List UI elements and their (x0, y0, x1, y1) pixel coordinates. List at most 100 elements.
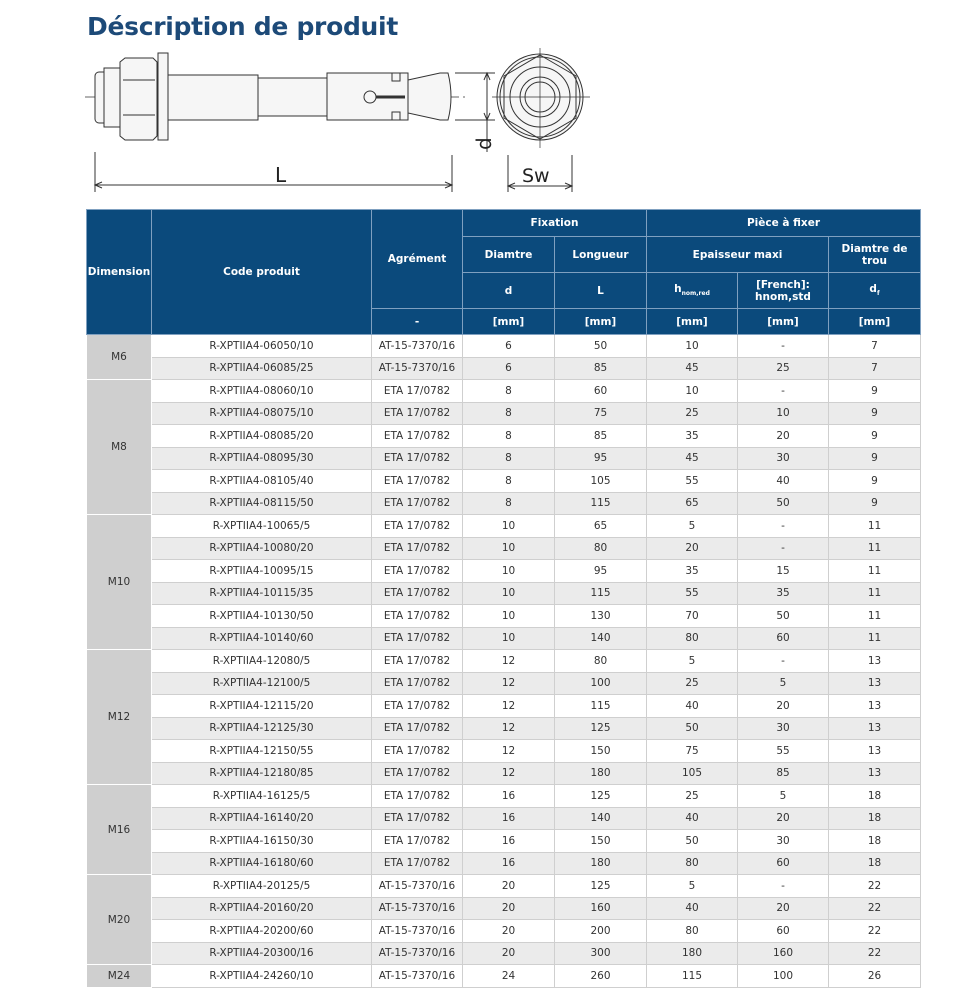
diametre-trou-cell: 11 (828, 581, 921, 605)
dimension-cell: M20 (86, 874, 152, 965)
code-cell: R-XPTIIA4-10095/15 (151, 559, 372, 583)
diametre-trou-cell: 18 (828, 851, 921, 875)
h-nom-std-cell: 60 (737, 919, 829, 943)
dimension-cell: M12 (86, 649, 152, 785)
diametre-cell: 16 (462, 784, 555, 808)
diametre-trou-cell: 9 (828, 424, 921, 448)
longueur-cell: 300 (554, 941, 647, 965)
unit-mm: [mm] (462, 308, 555, 335)
table-row: M24 R-XPTIIA4-24260/10 AT-15-7370/16 24 260 1… (86, 964, 921, 988)
longueur-cell: 105 (554, 469, 647, 493)
longueur-cell: 85 (554, 356, 647, 380)
code-cell: R-XPTIIA4-16140/20 (151, 806, 372, 830)
agrement-cell: ETA 17/0782 (371, 694, 463, 718)
code-cell: R-XPTIIA4-08115/50 (151, 491, 372, 515)
longueur-cell: 100 (554, 671, 647, 695)
longueur-cell: 130 (554, 604, 647, 628)
diametre-trou-cell: 9 (828, 379, 921, 403)
h-nom-red-cell: 50 (646, 829, 738, 853)
diametre-cell: 8 (462, 446, 555, 470)
diametre-trou-cell: 22 (828, 941, 921, 965)
h-nom-std-cell: 160 (737, 941, 829, 965)
h-nom-std-cell: - (737, 514, 829, 538)
h-nom-std-cell: - (737, 334, 829, 358)
diametre-cell: 12 (462, 716, 555, 740)
diametre-cell: 20 (462, 919, 555, 943)
diametre-trou-cell: 13 (828, 739, 921, 763)
h-nom-red-cell: 35 (646, 559, 738, 583)
h-symbol: h (674, 283, 682, 296)
table-row: R-XPTIIA4-12180/85 ETA 17/0782 12 180 105 85 1… (87, 761, 921, 785)
table-row: R-XPTIIA4-12115/20 ETA 17/0782 12 115 40 20 13 (87, 694, 921, 718)
diametre-trou-cell: 7 (828, 334, 921, 358)
agrement-cell: ETA 17/0782 (371, 716, 463, 740)
code-cell: R-XPTIIA4-08075/10 (151, 401, 372, 425)
diametre-cell: 12 (462, 694, 555, 718)
header-d: d (462, 272, 555, 309)
table-row: R-XPTIIA4-06085/25 AT-15-7370/16 6 85 45 25 7 (87, 356, 921, 380)
longueur-cell: 80 (554, 536, 647, 560)
table-body: M6 R-XPTIIA4-06050/10 AT-15-7370/16 6 50 10-7… (86, 334, 921, 988)
h-nom-red-cell: 115 (646, 964, 738, 988)
diametre-trou-cell: 11 (828, 514, 921, 538)
table-row: R-XPTIIA4-12100/5 ETA 17/0782 12 100 25 5 13 (87, 671, 921, 695)
h-nom-red-cell: 75 (646, 739, 738, 763)
h-nom-red-cell: 80 (646, 851, 738, 875)
h-nom-red-cell: 40 (646, 896, 738, 920)
code-cell: R-XPTIIA4-12125/30 (151, 716, 372, 740)
diametre-trou-cell: 11 (828, 626, 921, 650)
h-nom-std-cell: 25 (737, 356, 829, 380)
h-nom-std-cell: 20 (737, 694, 829, 718)
table-row: M16 R-XPTIIA4-16125/5 ETA 17/0782 16 125 25 5 1… (86, 784, 921, 875)
longueur-cell: 200 (554, 919, 647, 943)
agrement-cell: ETA 17/0782 (371, 424, 463, 448)
unit-mm: [mm] (737, 308, 829, 335)
h-subscript: nom,red (681, 290, 710, 298)
longueur-cell: 115 (554, 491, 647, 515)
h-nom-std-cell: 30 (737, 446, 829, 470)
diametre-trou-cell: 9 (828, 491, 921, 515)
code-cell: R-XPTIIA4-10080/20 (151, 536, 372, 560)
table-row: R-XPTIIA4-10140/60 ETA 17/0782 10 140 80 60 11 (87, 626, 921, 650)
header-h-nom-std: [French]: hnom,std (737, 272, 829, 309)
unit-mm: [mm] (828, 308, 921, 335)
diametre-cell: 6 (462, 356, 555, 380)
agrement-cell: ETA 17/0782 (371, 491, 463, 515)
unit-mm: [mm] (646, 308, 738, 335)
table-row: R-XPTIIA4-16180/60 ETA 17/0782 16 180 80 60 18 (87, 851, 921, 875)
agrement-cell: ETA 17/0782 (371, 739, 463, 763)
code-cell: R-XPTIIA4-12080/5 (151, 649, 372, 673)
longueur-cell: 75 (554, 401, 647, 425)
diametre-cell: 16 (462, 806, 555, 830)
header-diametre-trou: Diamtre de trou (828, 236, 921, 273)
agrement-cell: ETA 17/0782 (371, 829, 463, 853)
header-L: L (554, 272, 647, 309)
h-nom-std-cell: - (737, 874, 829, 898)
h-nom-red-cell: 40 (646, 694, 738, 718)
diametre-cell: 20 (462, 941, 555, 965)
code-cell: R-XPTIIA4-06085/25 (151, 356, 372, 380)
diametre-cell: 8 (462, 401, 555, 425)
diametre-cell: 10 (462, 604, 555, 628)
diametre-trou-cell: 11 (828, 604, 921, 628)
longueur-cell: 260 (554, 964, 647, 988)
agrement-cell: ETA 17/0782 (371, 649, 463, 673)
diametre-trou-cell: 22 (828, 919, 921, 943)
dimension-cell: M10 (86, 514, 152, 650)
h-nom-std-cell: - (737, 379, 829, 403)
diametre-cell: 16 (462, 829, 555, 853)
diametre-trou-cell: 11 (828, 536, 921, 560)
longueur-cell: 95 (554, 559, 647, 583)
header-code: Code produit (151, 209, 372, 335)
dimension-cell: M8 (86, 379, 152, 515)
diametre-cell: 12 (462, 739, 555, 763)
h-nom-std-cell: 55 (737, 739, 829, 763)
h-nom-red-cell: 5 (646, 874, 738, 898)
agrement-cell: AT-15-7370/16 (371, 919, 463, 943)
table-row: M6 R-XPTIIA4-06050/10 AT-15-7370/16 6 50 10-7 (86, 334, 921, 380)
h-nom-std-cell: 30 (737, 829, 829, 853)
header-diametre: Diamtre (462, 236, 555, 273)
longueur-cell: 60 (554, 379, 647, 403)
diametre-trou-cell: 13 (828, 671, 921, 695)
diametre-cell: 12 (462, 671, 555, 695)
